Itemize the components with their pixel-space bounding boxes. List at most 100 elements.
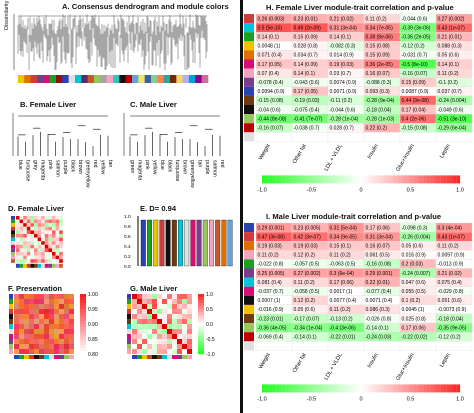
heatmap-cell [69, 324, 74, 329]
scale-bar-cell [80, 327, 86, 331]
module-color-block [37, 263, 42, 268]
preservation-bar [202, 219, 208, 267]
scale-bar-cell [80, 345, 86, 349]
heatmap-cell [34, 329, 39, 334]
heatmap-cell [23, 252, 27, 256]
cell-value: 0.22 (0.01) [366, 280, 391, 286]
module-color-block [11, 252, 15, 256]
heatmap-cell [24, 329, 29, 334]
heatmap-cell [34, 230, 38, 234]
module-label: salmon [212, 160, 218, 177]
colorbar-cell [413, 384, 418, 393]
scale-bar-cell [80, 342, 86, 346]
colorbar-cell [440, 175, 444, 184]
colorbar-cell [446, 175, 451, 184]
heatmap-cell [177, 299, 182, 304]
heatmap-cell [132, 334, 137, 339]
cell-value: 0.16 (0.07) [366, 71, 391, 77]
cell-value: -0.044 (0.6) [330, 107, 356, 113]
module-color-block [244, 332, 254, 342]
axis-tick-label: 0.2 [124, 254, 131, 260]
heatmap-cell [177, 344, 182, 349]
heatmap-cell [34, 241, 38, 245]
heatmap-cell [14, 344, 19, 349]
heatmap-cell [37, 259, 42, 263]
module-label: red [219, 160, 225, 168]
heatmap-cell [132, 329, 137, 334]
colorbar-tick-label: 0.5 [407, 396, 415, 402]
colorbar-cell [357, 384, 362, 393]
heatmap-cell [59, 304, 64, 309]
heatmap-cell [16, 230, 20, 234]
module-label: tan [107, 160, 113, 167]
colorbar-cell [328, 175, 332, 184]
heatmap-cell [19, 216, 24, 220]
module-color-block [19, 263, 24, 268]
heatmap-cell [167, 339, 172, 344]
cell-value: -0.18 (0.04) [366, 107, 392, 113]
cell-value: -0.0073 (0.9) [438, 307, 467, 313]
heatmap-cell [167, 294, 172, 299]
colorbar-cell [361, 175, 365, 184]
module-color-block [11, 248, 15, 252]
colorbar-cell [450, 384, 454, 393]
cell-value: -0.36 (2e-05) [402, 35, 431, 41]
scale-bar-cell [80, 294, 86, 298]
table-cell [435, 341, 473, 351]
cell-value: -0.28 (1e-04) [330, 116, 359, 122]
heatmap-cell [152, 304, 157, 309]
scale-tick-label: -0.5 [206, 337, 215, 343]
colorbar-cell [417, 384, 421, 393]
cell-value: -0.36 (4e-05) [258, 325, 287, 331]
colorbar-cell [407, 384, 411, 393]
heatmap-cell [55, 248, 60, 252]
module-color-block [69, 355, 74, 359]
cell-value: -0.15 (0.08) [258, 98, 284, 104]
colorbar-cell [281, 175, 286, 184]
colorbar-cell [278, 384, 282, 393]
heatmap-cell [14, 349, 19, 354]
heatmap-cell [59, 329, 64, 334]
heatmap-cell [37, 216, 42, 220]
heatmap-cell [142, 294, 147, 299]
scale-bar-cell [198, 297, 204, 301]
cell-value: -0.29 (6e-04) [438, 126, 467, 132]
module-color-block [55, 263, 60, 268]
heatmap-cell [16, 244, 20, 249]
heatmap-cell [24, 344, 29, 349]
heatmap-cell [182, 329, 187, 334]
table-cell [291, 341, 329, 351]
heatmap-cell [34, 237, 38, 242]
heatmap-cell [64, 324, 69, 329]
heatmap-cell [147, 304, 152, 309]
heatmap-cell [157, 339, 162, 344]
colorbar-cell [384, 175, 388, 184]
heatmap-cell [44, 299, 49, 304]
module-color-block [157, 75, 164, 83]
cell-value: 0.11 (0.2) [330, 307, 351, 313]
scale-bar-cell [80, 297, 86, 301]
heatmap-cell [16, 259, 20, 263]
module-color-block [244, 123, 254, 133]
panel-g-heatmap: 1.0 0.5 0.0 -0.5 -1.0 [127, 292, 215, 359]
heatmap-cell [24, 294, 29, 299]
colorbar-cell [291, 175, 296, 184]
cell-value: -0.51 (3e-10) [438, 116, 467, 122]
colorbar-cell [318, 384, 322, 393]
heatmap-cell [152, 344, 157, 349]
heatmap-cell [19, 255, 24, 260]
heatmap-cell [48, 252, 52, 256]
heatmap-cell [44, 237, 49, 242]
heatmap-cell [41, 219, 45, 224]
cell-value: 0.43 (1e-07) [438, 25, 466, 31]
heatmap-cell [24, 334, 29, 339]
heatmap-cell [59, 255, 63, 260]
heatmap-cell [48, 230, 52, 234]
heatmap-cell [44, 304, 49, 309]
module-color-block [48, 263, 52, 268]
heatmap-cell [182, 334, 187, 339]
cell-value: 0.11 (0.2) [438, 244, 459, 250]
heatmap-cell [29, 294, 34, 299]
heatmap-cell [182, 304, 187, 309]
heatmap-cell [44, 259, 49, 263]
